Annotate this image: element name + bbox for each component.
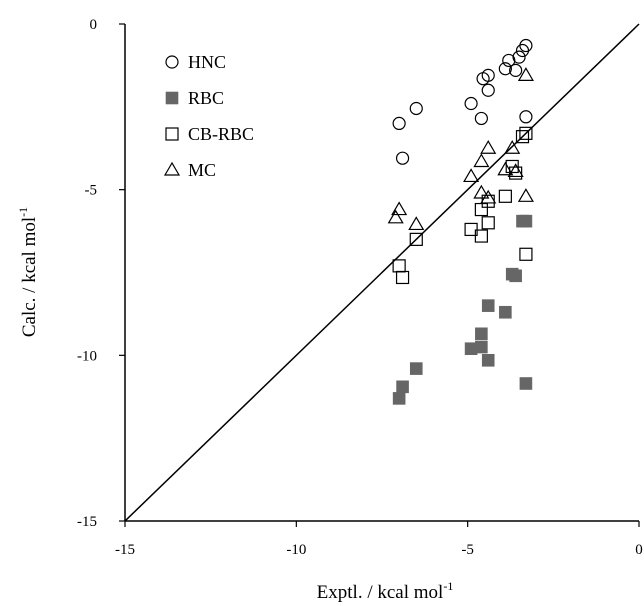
data-point bbox=[409, 101, 423, 116]
data-point bbox=[409, 232, 423, 246]
data-point bbox=[519, 214, 533, 228]
series-hnc bbox=[392, 38, 533, 165]
data-point bbox=[517, 67, 534, 81]
x-axis-label: Exptl. / kcal mol-1 bbox=[317, 579, 454, 603]
legend-marker bbox=[165, 91, 179, 105]
data-point bbox=[408, 216, 425, 231]
x-tick-label: -15 bbox=[115, 542, 135, 558]
y-tick-label: -5 bbox=[85, 183, 98, 199]
data-point bbox=[480, 189, 497, 204]
data-point bbox=[517, 188, 534, 202]
data-point bbox=[392, 392, 406, 405]
data-point bbox=[387, 209, 404, 224]
data-point bbox=[475, 327, 488, 341]
legend-marker bbox=[163, 161, 181, 176]
data-point bbox=[474, 202, 488, 217]
x-tick-label: -5 bbox=[461, 542, 474, 558]
identity-line bbox=[124, 23, 640, 522]
y-axis-ticks: 0 -5 -10 -15 bbox=[77, 17, 125, 530]
data-point bbox=[505, 159, 519, 174]
x-tick-label: 0 bbox=[635, 542, 643, 558]
data-point bbox=[395, 270, 410, 285]
x-tick-label: -10 bbox=[286, 542, 306, 558]
data-point bbox=[392, 116, 406, 131]
data-point bbox=[509, 166, 523, 180]
data-point bbox=[502, 53, 516, 68]
data-point bbox=[519, 377, 533, 390]
data-point bbox=[504, 140, 521, 154]
legend-marker bbox=[165, 127, 179, 141]
legend-item-cb-rbc: CB-RBC bbox=[165, 124, 254, 144]
data-point bbox=[509, 63, 523, 77]
legend-item-mc: MC bbox=[163, 160, 216, 180]
data-point bbox=[519, 126, 533, 140]
legend: HNC RBC CB-RBC MC bbox=[163, 52, 254, 180]
data-point bbox=[519, 110, 533, 124]
data-point bbox=[392, 259, 406, 273]
legend-item-rbc: RBC bbox=[165, 88, 224, 108]
data-point bbox=[463, 168, 480, 183]
y-tick-label: 0 bbox=[90, 17, 98, 33]
legend-label: HNC bbox=[188, 52, 226, 72]
data-point bbox=[481, 299, 495, 312]
data-point bbox=[498, 189, 512, 203]
series-cb-rbc bbox=[392, 126, 533, 285]
plot-frame bbox=[124, 23, 640, 522]
data-point bbox=[480, 140, 497, 154]
data-point bbox=[464, 222, 478, 237]
data-point bbox=[464, 96, 478, 111]
x-axis-ticks: -15 -10 -5 0 bbox=[115, 521, 643, 558]
y-tick-label: -10 bbox=[77, 348, 97, 364]
data-point bbox=[497, 161, 514, 176]
data-point bbox=[395, 151, 410, 165]
data-point bbox=[473, 153, 490, 168]
data-point bbox=[481, 83, 495, 97]
data-point bbox=[391, 201, 408, 216]
data-point bbox=[409, 362, 423, 375]
data-point bbox=[509, 269, 522, 283]
y-axis-label: Calc. / kcal mol-1 bbox=[16, 207, 40, 337]
data-point bbox=[464, 342, 478, 356]
data-point bbox=[476, 72, 490, 86]
legend-label: CB-RBC bbox=[188, 124, 254, 144]
data-point bbox=[499, 305, 512, 319]
data-point bbox=[396, 380, 409, 394]
y-tick-label: -15 bbox=[77, 514, 97, 530]
data-point bbox=[481, 216, 495, 230]
data-point bbox=[481, 354, 495, 367]
data-point bbox=[473, 184, 490, 199]
data-point bbox=[498, 62, 512, 76]
legend-item-hnc: HNC bbox=[165, 52, 226, 72]
legend-label: MC bbox=[188, 160, 216, 180]
data-point bbox=[515, 43, 530, 58]
data-point bbox=[474, 229, 488, 243]
data-point bbox=[507, 163, 524, 178]
data-point bbox=[474, 111, 488, 126]
series-rbc bbox=[392, 214, 533, 405]
legend-marker bbox=[165, 55, 179, 69]
series-mc bbox=[387, 67, 534, 231]
data-points bbox=[387, 38, 534, 405]
legend-label: RBC bbox=[188, 88, 224, 108]
data-point bbox=[515, 130, 530, 144]
data-point bbox=[519, 247, 533, 261]
